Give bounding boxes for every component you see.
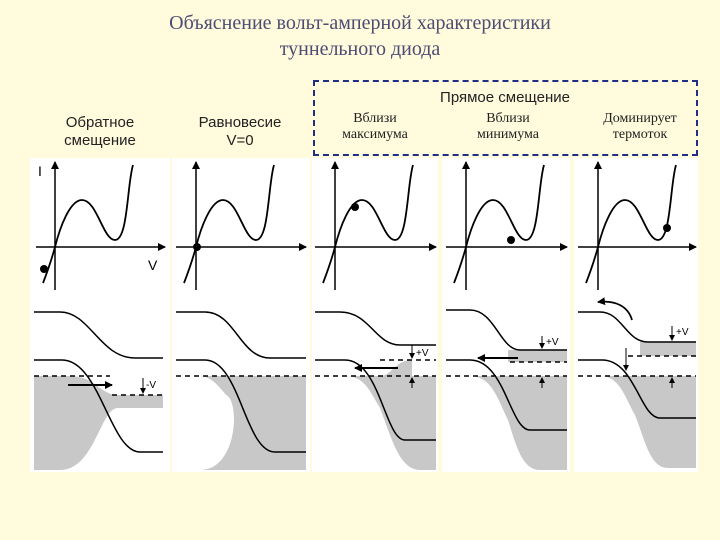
filled-band-region	[446, 376, 567, 470]
thermal-current-arrow	[597, 297, 633, 321]
column-label-line: Вблизи	[353, 111, 397, 126]
conduction-band-edge	[34, 311, 163, 359]
forward-bias-label: Прямое смещение	[440, 89, 570, 106]
filled-band-region	[508, 350, 567, 362]
iv-curve	[585, 164, 677, 284]
current-axis-label: I	[38, 163, 42, 179]
iv-curve	[183, 164, 275, 284]
slide-title-line-1: Объяснение вольт-амперной характеристики	[169, 12, 551, 34]
valence-band-edge	[315, 359, 436, 441]
conduction-band-edge	[315, 311, 436, 346]
iv-curve	[453, 164, 545, 284]
filled-band-region	[34, 376, 163, 470]
column-label-line: минимума	[477, 127, 539, 142]
bias-shift-label: +V	[676, 327, 689, 338]
bias-shift-label: +V	[416, 348, 429, 359]
column-label-line: Вблизи	[486, 111, 530, 126]
operating-point	[40, 265, 48, 273]
filled-band-region	[176, 376, 306, 470]
valence-band-edge	[446, 359, 567, 431]
operating-point	[351, 203, 359, 211]
panel-equilibrium	[172, 158, 310, 472]
valence-band-edge	[176, 359, 306, 453]
column-label-line: Равновесие	[198, 114, 282, 131]
voltage-axis-label: V	[148, 257, 158, 273]
column-label-line: смещение	[64, 132, 136, 149]
iv-curve	[322, 164, 414, 284]
panel-near-minimum: +V	[442, 158, 570, 472]
column-label-line: Обратное	[65, 114, 135, 131]
column-label-line: V=0	[226, 132, 254, 149]
column-label-thermal-current: Доминирует термоток	[580, 111, 700, 143]
valence-band-edge	[578, 359, 696, 419]
filled-band-region	[578, 376, 696, 468]
filled-band-region	[315, 360, 436, 470]
column-label-near-maximum: Вблизи максимума	[320, 111, 430, 143]
column-label-line: Доминирует	[603, 111, 677, 126]
panel-thermal-current: +V	[574, 158, 698, 472]
bias-shift-label: +V	[546, 337, 559, 348]
column-label-line: термоток	[612, 127, 668, 142]
column-label-equilibrium: Равновесие V=0	[180, 114, 300, 150]
column-label-line: максимума	[342, 127, 408, 142]
column-label-near-minimum: Вблизи минимума	[453, 111, 563, 143]
operating-point	[193, 243, 201, 251]
conduction-band-edge	[176, 311, 306, 359]
valence-band-edge	[34, 359, 163, 453]
panel-near-maximum: +V	[312, 158, 438, 472]
filled-band-region	[640, 342, 696, 356]
conduction-band-edge	[578, 311, 696, 343]
iv-curve	[42, 164, 134, 284]
panel-reverse-bias: I V -V	[30, 158, 170, 472]
column-label-reverse-bias: Обратное смещение	[40, 114, 160, 150]
conduction-band-edge	[446, 309, 567, 351]
operating-point	[663, 224, 671, 232]
operating-point	[507, 236, 515, 244]
slide-title-line-2: туннельного диода	[279, 38, 441, 60]
forward-bias-group-frame	[313, 80, 698, 156]
bias-shift-label: -V	[146, 380, 156, 391]
